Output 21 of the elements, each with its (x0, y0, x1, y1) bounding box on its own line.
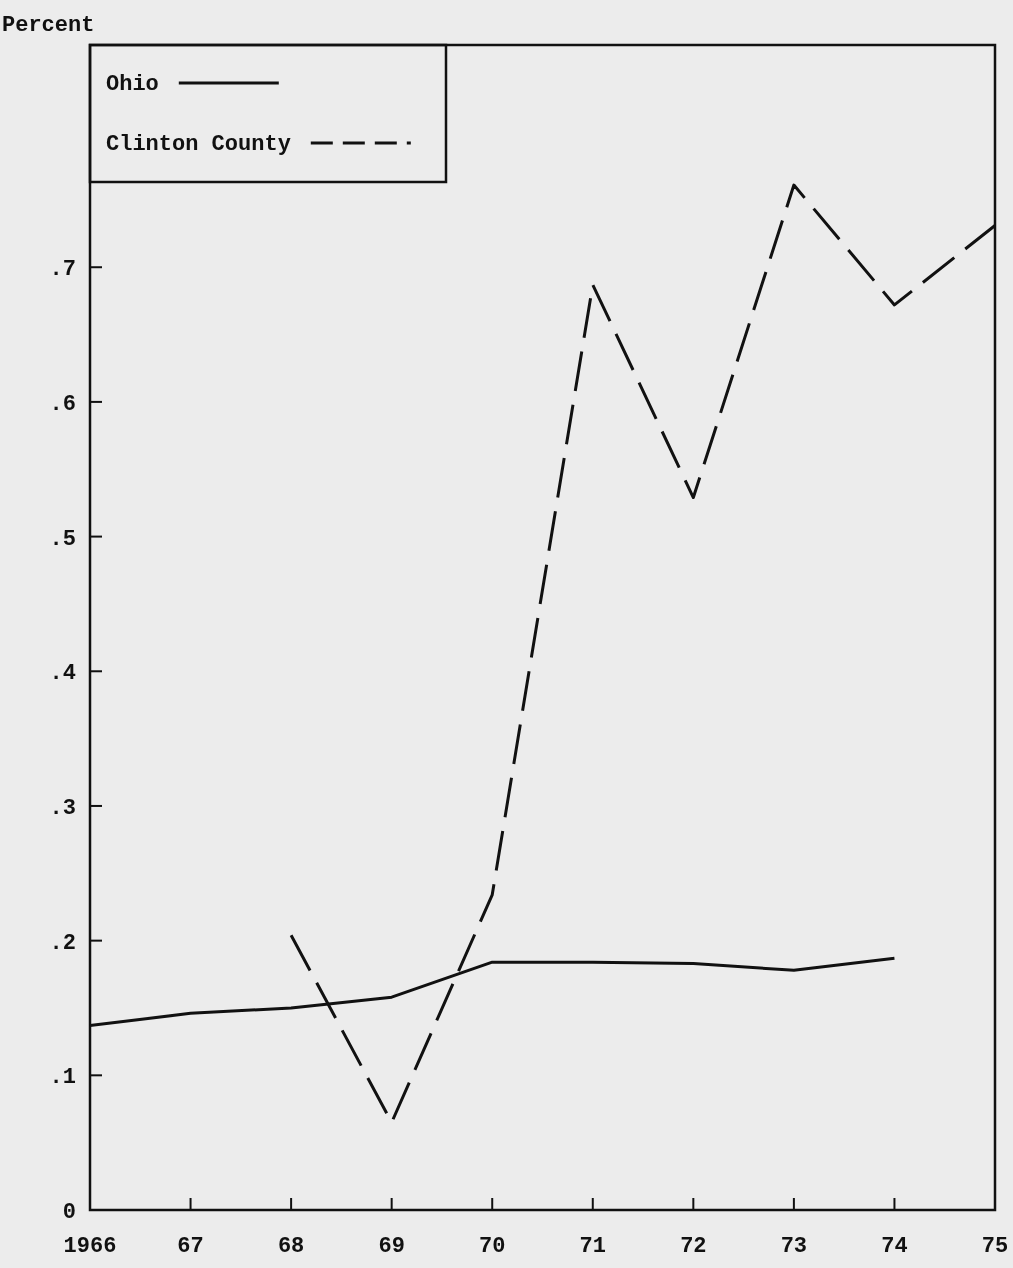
y-tick-label: .5 (49, 526, 76, 552)
x-tick-label: 67 (177, 1234, 204, 1259)
x-tick-label: 70 (479, 1234, 506, 1259)
x-tick-label: 68 (277, 1234, 305, 1259)
y-tick-label: 0 (62, 1200, 76, 1225)
y-tick-label: .2 (49, 930, 76, 956)
y-tick-label: .4 (49, 661, 76, 687)
x-tick-label: 69 (378, 1234, 405, 1259)
y-tick-label: .3 (49, 795, 76, 821)
y-tick-label: .1 (49, 1065, 76, 1091)
legend-label: Clinton County (106, 132, 291, 157)
x-tick-label: 1966 (63, 1234, 117, 1259)
x-tick-label: 72 (680, 1234, 707, 1259)
y-tick-label: .7 (49, 257, 76, 283)
x-tick-label: 74 (881, 1234, 908, 1259)
y-axis-title: Percent (2, 13, 95, 38)
y-tick-label: .6 (49, 391, 76, 417)
x-tick-label: 71 (579, 1234, 606, 1259)
legend-label: Ohio (106, 72, 159, 97)
x-tick-label: 73 (780, 1234, 808, 1259)
x-tick-label: 75 (981, 1234, 1009, 1259)
